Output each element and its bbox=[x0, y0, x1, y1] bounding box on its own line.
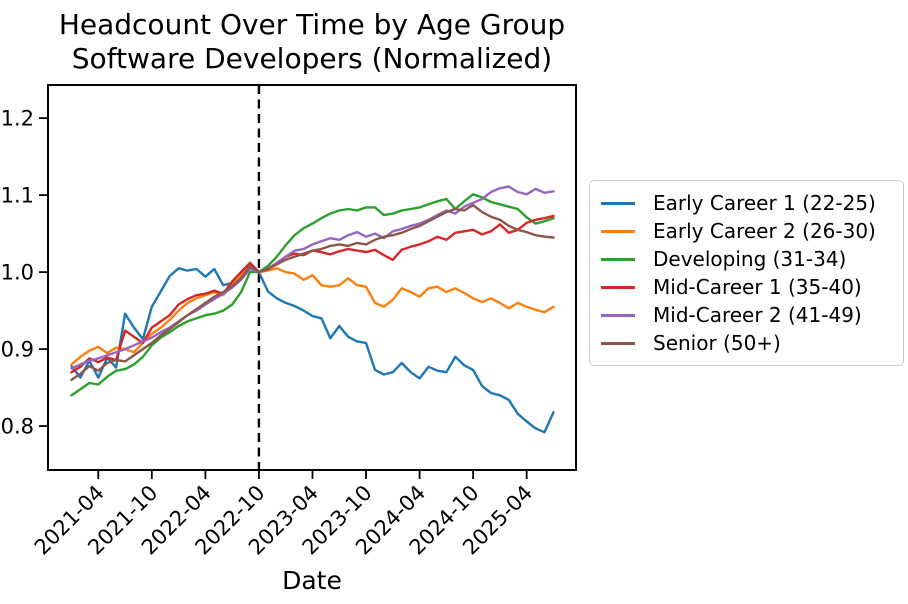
legend-item-label: Senior (50+) bbox=[653, 331, 781, 355]
plot-border bbox=[47, 84, 577, 471]
legend-item: Early Career 1 (22-25) bbox=[590, 189, 903, 217]
y-tick-label: 1.0 bbox=[1, 261, 34, 285]
series-line-early-career-1-22-25 bbox=[70, 261, 555, 434]
legend-item: Early Career 2 (26-30) bbox=[590, 217, 903, 245]
legend-line-swatch bbox=[601, 313, 635, 317]
series-line-developing-31-34 bbox=[70, 193, 555, 397]
y-tick-label: 1.2 bbox=[1, 107, 34, 131]
y-tick-label: 0.8 bbox=[1, 415, 34, 439]
series-line-senior-50 bbox=[70, 203, 555, 382]
chart-title: Headcount Over Time by Age Group Softwar… bbox=[0, 8, 624, 76]
y-tick-label: 1.1 bbox=[1, 184, 34, 208]
legend-item-label: Early Career 1 (22-25) bbox=[653, 191, 876, 215]
legend-item: Developing (31-34) bbox=[590, 245, 903, 273]
series-line-early-career-2-26-30 bbox=[70, 263, 555, 366]
legend-line-swatch bbox=[601, 229, 635, 233]
legend-item-label: Mid-Career 2 (41-49) bbox=[653, 303, 862, 327]
legend-item: Mid-Career 2 (41-49) bbox=[590, 301, 903, 329]
y-tick-label: 0.9 bbox=[1, 338, 34, 362]
legend-line-swatch bbox=[601, 285, 635, 289]
legend-item-label: Mid-Career 1 (35-40) bbox=[653, 275, 862, 299]
title-line-1: Headcount Over Time by Age Group bbox=[58, 8, 566, 41]
legend-box: Early Career 1 (22-25) Early Career 2 (2… bbox=[589, 180, 904, 366]
title-line-2: Software Developers (Normalized) bbox=[71, 42, 553, 75]
x-axis-label: Date bbox=[282, 566, 342, 595]
legend-line-swatch bbox=[601, 341, 635, 345]
legend-line-swatch bbox=[601, 257, 635, 261]
series-line-mid-career-2-41-49 bbox=[70, 185, 555, 370]
legend-line-swatch bbox=[601, 201, 635, 205]
legend-item-label: Developing (31-34) bbox=[653, 247, 847, 271]
legend-item: Senior (50+) bbox=[590, 329, 903, 357]
legend-item-label: Early Career 2 (26-30) bbox=[653, 219, 876, 243]
legend-item: Mid-Career 1 (35-40) bbox=[590, 273, 903, 301]
